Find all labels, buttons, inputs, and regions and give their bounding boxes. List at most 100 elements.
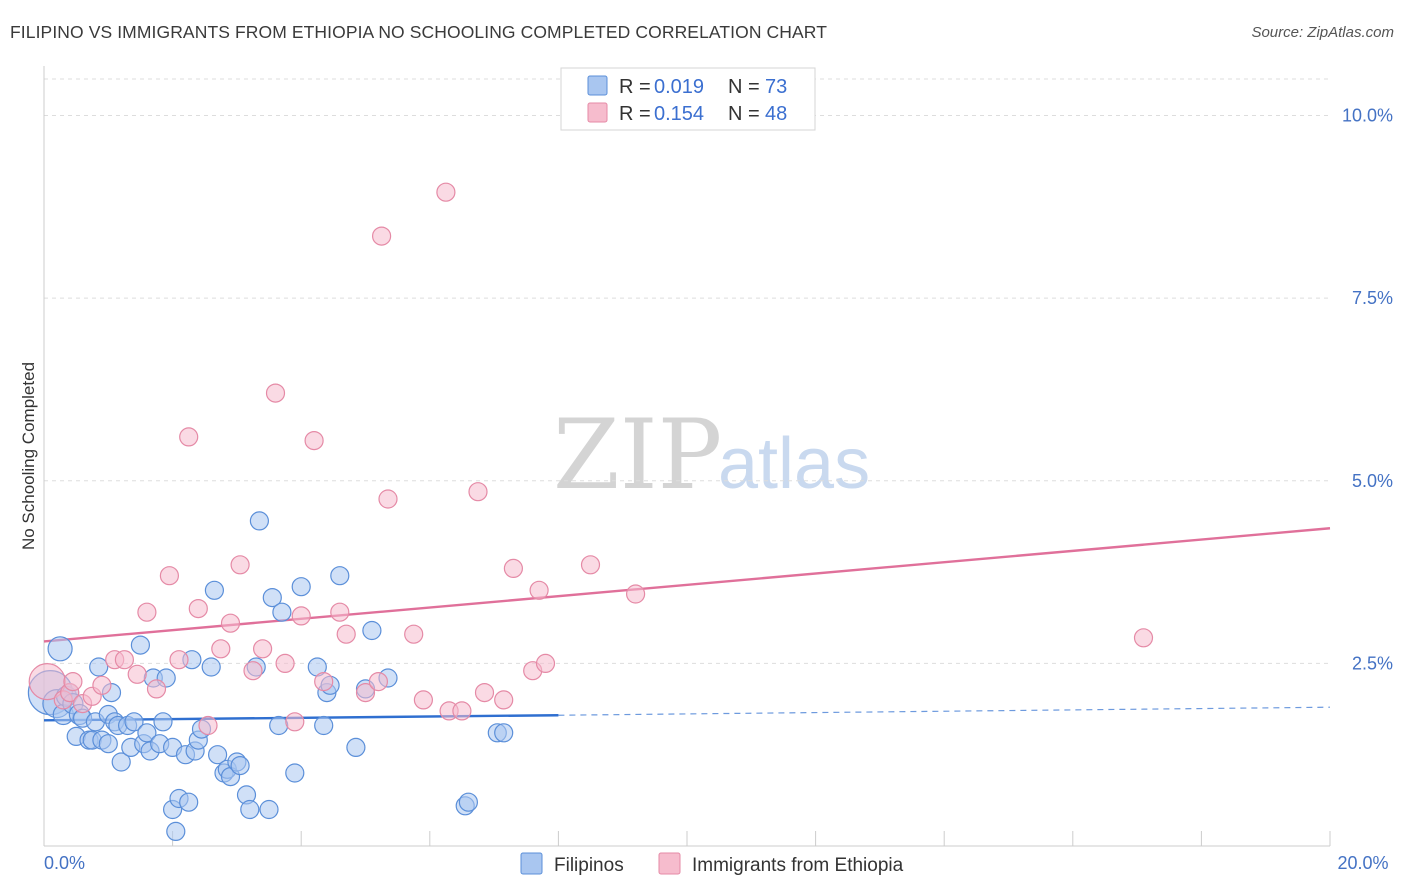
point-ethiopia-45 <box>535 653 556 674</box>
gridlines <box>44 78 1330 664</box>
point-filipinos-24 <box>130 635 150 655</box>
point-ethiopia-29 <box>336 624 356 644</box>
series-legend-swatch-filipinos <box>520 852 543 875</box>
series-legend-label-ethiopia: Immigrants from Ethiopia <box>692 855 904 876</box>
legend-r-value-1: 0.154 <box>654 103 704 125</box>
watermark-zip: ZIP <box>553 399 722 511</box>
point-ethiopia-19 <box>230 555 250 575</box>
point-filipinos-51 <box>240 799 260 820</box>
point-ethiopia-16 <box>198 715 218 736</box>
point-filipinos-70 <box>458 792 478 812</box>
trend-line-ethiopia <box>43 527 1331 643</box>
point-ethiopia-6 <box>92 675 112 695</box>
point-ethiopia-22 <box>265 383 286 403</box>
point-ethiopia-25 <box>291 606 311 626</box>
point-ethiopia-11 <box>146 679 167 699</box>
point-ethiopia-28 <box>330 602 350 622</box>
point-ethiopia-27 <box>314 671 334 692</box>
y-tick-label-3: 10.0% <box>1342 106 1393 126</box>
point-ethiopia-13 <box>169 650 189 670</box>
point-ethiopia-12 <box>159 566 179 586</box>
axes: 2.5% 5.0% 7.5% 10.0% 0.0% 20.0% <box>43 66 1393 873</box>
point-filipinos-2 <box>47 636 73 662</box>
point-filipinos-57 <box>272 602 292 622</box>
legend-swatch-ethiopia <box>587 102 608 123</box>
point-filipinos-72 <box>494 723 514 743</box>
legend-swatch-filipinos <box>587 75 608 96</box>
point-ethiopia-30 <box>355 682 376 703</box>
point-ethiopia-8 <box>114 650 135 670</box>
point-filipinos-42 <box>201 657 221 677</box>
chart-title: FILIPINO VS IMMIGRANTS FROM ETHIOPIA NO … <box>10 22 828 42</box>
legend-r-label-1: R = <box>619 103 651 125</box>
point-filipinos-43 <box>204 580 224 600</box>
point-ethiopia-35 <box>413 690 433 710</box>
data-points <box>27 182 1154 842</box>
point-ethiopia-31 <box>368 671 388 692</box>
series-legend-swatch-ethiopia <box>658 852 681 875</box>
point-ethiopia-3 <box>63 671 83 692</box>
legend-n-value-1: 48 <box>765 103 787 125</box>
watermark: ZIP atlas <box>553 399 870 511</box>
point-filipinos-44 <box>208 745 228 765</box>
point-ethiopia-41 <box>494 690 514 710</box>
y-tick-label-2: 7.5% <box>1352 288 1393 308</box>
point-ethiopia-18 <box>220 613 241 633</box>
legend-r-value-0: 0.019 <box>654 76 704 98</box>
point-ethiopia-20 <box>243 661 263 681</box>
point-ethiopia-40 <box>474 682 495 703</box>
point-ethiopia-34 <box>404 624 424 644</box>
watermark-atlas: atlas <box>718 424 870 504</box>
point-filipinos-65 <box>346 737 366 758</box>
point-filipinos-53 <box>249 511 269 531</box>
y-tick-label-1: 5.0% <box>1352 471 1393 491</box>
trend-extension-filipinos <box>558 706 1331 716</box>
point-filipinos-55 <box>262 587 282 608</box>
point-filipinos-58 <box>285 763 305 783</box>
point-ethiopia-15 <box>188 598 208 619</box>
point-ethiopia-21 <box>253 639 273 659</box>
point-ethiopia-23 <box>275 653 295 674</box>
legend-n-label-0: N = <box>728 76 760 98</box>
point-filipinos-67 <box>362 620 382 641</box>
x-tick-label-1: 20.0% <box>1337 853 1388 873</box>
chart-source: Source: ZipAtlas.com <box>1251 24 1394 41</box>
point-ethiopia-36 <box>436 182 456 202</box>
point-ethiopia-38 <box>452 701 472 721</box>
point-filipinos-49 <box>230 755 250 776</box>
point-ethiopia-24 <box>285 712 305 732</box>
point-filipinos-64 <box>330 566 350 586</box>
series-legend-label-filipinos: Filipinos <box>554 855 624 876</box>
point-filipinos-34 <box>166 821 186 842</box>
point-filipinos-30 <box>153 712 173 732</box>
point-filipinos-16 <box>98 734 118 754</box>
y-axis-label: No Schooling Completed <box>19 362 38 550</box>
point-ethiopia-47 <box>625 584 646 604</box>
point-ethiopia-44 <box>529 580 549 600</box>
point-ethiopia-48 <box>1133 628 1154 648</box>
point-ethiopia-32 <box>372 226 392 246</box>
point-filipinos-56 <box>269 715 289 736</box>
point-ethiopia-39 <box>468 482 488 502</box>
point-ethiopia-14 <box>179 427 199 447</box>
point-ethiopia-26 <box>304 431 324 451</box>
point-filipinos-61 <box>314 715 334 736</box>
point-filipinos-23 <box>124 712 144 732</box>
point-ethiopia-9 <box>127 664 147 684</box>
point-filipinos-37 <box>179 792 199 812</box>
legend-n-label-1: N = <box>728 103 760 125</box>
point-ethiopia-42 <box>503 558 524 579</box>
y-tick-label-0: 2.5% <box>1352 653 1393 673</box>
point-ethiopia-10 <box>137 602 157 622</box>
point-filipinos-20 <box>111 752 131 772</box>
point-filipinos-13 <box>89 657 109 677</box>
point-ethiopia-33 <box>378 489 398 509</box>
legend-n-value-0: 73 <box>765 76 787 98</box>
point-filipinos-26 <box>137 723 157 743</box>
point-filipinos-54 <box>259 799 279 820</box>
point-filipinos-59 <box>291 577 311 597</box>
x-tick-label-0: 0.0% <box>44 853 85 873</box>
stats-legend: R = 0.019 N = 73 R = 0.154 N = 48 <box>560 67 816 131</box>
legend-r-label-0: R = <box>619 76 651 98</box>
